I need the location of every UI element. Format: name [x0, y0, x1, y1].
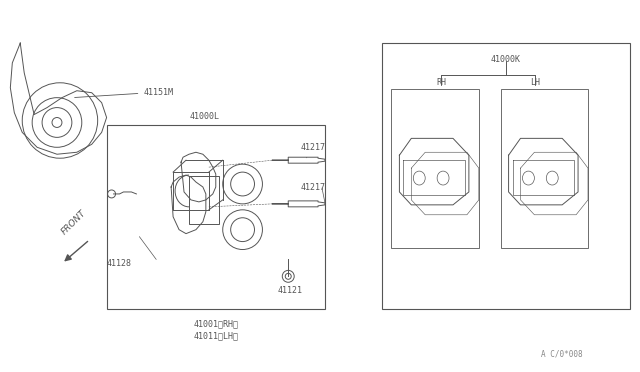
Bar — [107, 125, 325, 309]
Bar — [392, 89, 479, 247]
Text: 41121: 41121 — [278, 286, 303, 295]
Bar — [189, 176, 219, 224]
Text: 41217: 41217 — [300, 183, 325, 192]
Text: 41000L: 41000L — [190, 112, 220, 122]
Text: LH: LH — [531, 78, 540, 87]
Text: FRONT: FRONT — [60, 209, 88, 237]
Text: 41000K: 41000K — [491, 55, 520, 64]
Text: RH: RH — [436, 78, 446, 87]
Bar — [381, 43, 630, 309]
Text: 41128: 41128 — [107, 259, 132, 268]
Text: 41217: 41217 — [300, 143, 325, 158]
Text: A C/0*008: A C/0*008 — [541, 350, 583, 359]
Text: 41151M: 41151M — [75, 88, 173, 97]
Text: 41001（RH）: 41001（RH） — [193, 319, 238, 328]
Text: 41011（LH）: 41011（LH） — [193, 332, 238, 341]
Bar — [500, 89, 588, 247]
